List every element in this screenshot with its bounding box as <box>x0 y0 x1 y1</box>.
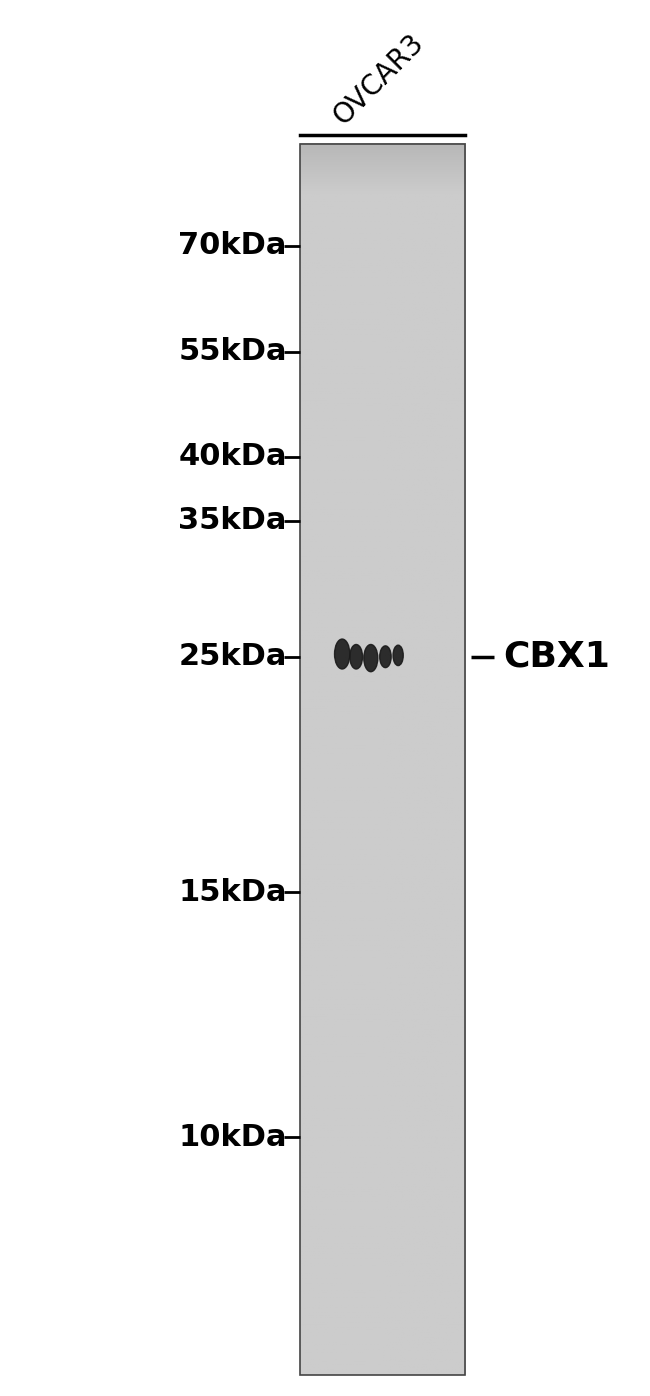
Text: 70kDa: 70kDa <box>179 232 287 260</box>
Bar <box>300 144 465 1375</box>
Text: CBX1: CBX1 <box>503 639 610 674</box>
Ellipse shape <box>364 645 378 671</box>
Ellipse shape <box>393 645 403 666</box>
Text: 15kDa: 15kDa <box>178 878 287 907</box>
Ellipse shape <box>335 639 350 669</box>
Text: 35kDa: 35kDa <box>179 507 287 535</box>
Ellipse shape <box>350 645 363 669</box>
Text: 55kDa: 55kDa <box>178 338 287 366</box>
Ellipse shape <box>380 646 391 667</box>
Text: 10kDa: 10kDa <box>178 1122 287 1152</box>
Text: 40kDa: 40kDa <box>178 443 287 472</box>
Text: OVCAR3: OVCAR3 <box>328 28 429 130</box>
Text: 25kDa: 25kDa <box>179 642 287 671</box>
